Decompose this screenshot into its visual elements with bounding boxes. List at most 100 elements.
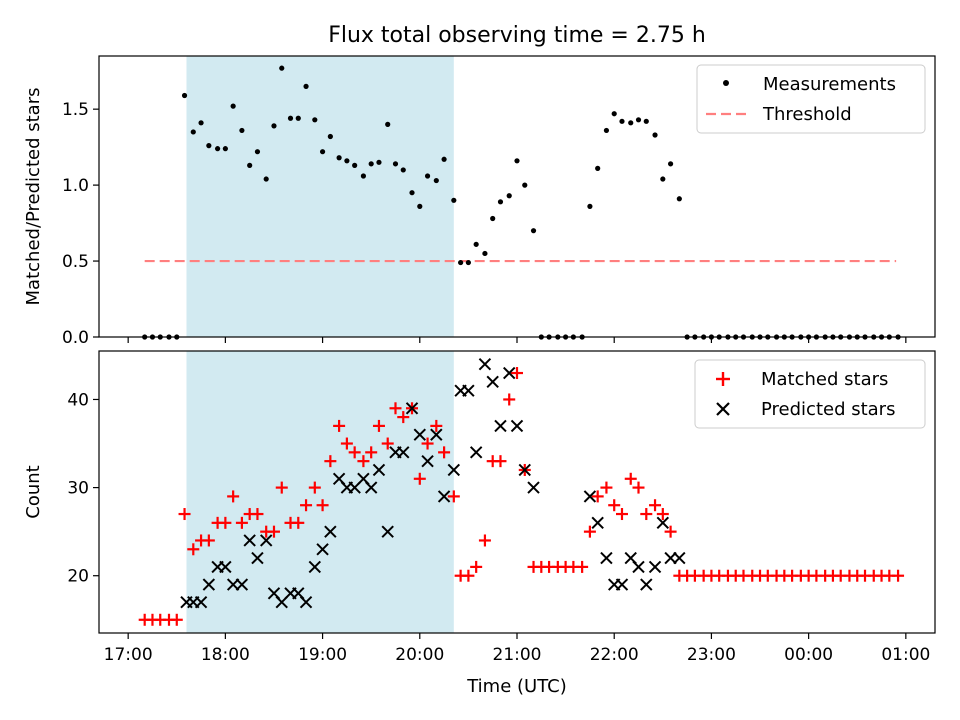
- measurement-point: [230, 103, 236, 109]
- bottom-shaded-span: [186, 351, 454, 633]
- measurement-point: [239, 127, 245, 134]
- measurement-point: [611, 111, 617, 117]
- matched-star-point: [892, 569, 905, 582]
- bottom-plot-frame: [98, 350, 936, 634]
- measurement-point: [676, 196, 682, 202]
- matched-star-point: [227, 490, 240, 503]
- predicted-star-point: [478, 358, 492, 371]
- matched-star-point: [357, 455, 370, 468]
- matched-star-point: [430, 419, 443, 432]
- measurement-point: [254, 149, 261, 155]
- matched-star-point: [235, 516, 248, 529]
- measurement-point: [336, 155, 342, 161]
- predicted-star-point: [510, 419, 524, 433]
- measurement-point: [628, 120, 634, 126]
- matched-star-point: [202, 534, 215, 547]
- measurement-point: [441, 156, 447, 162]
- chart-title: Flux total observing time = 2.75 h: [328, 23, 706, 48]
- top-y-tick-label: 0.5: [62, 252, 89, 272]
- measurement-point: [660, 176, 666, 182]
- measurement-point: [619, 118, 625, 124]
- matched-star-point: [300, 499, 313, 512]
- matched-star-point: [365, 446, 378, 459]
- matched-star-point: [470, 560, 483, 573]
- matched-star-point: [178, 508, 191, 521]
- predicted-star-point: [364, 481, 378, 494]
- top-legend: Measurements Threshold: [696, 64, 926, 134]
- matched-star-point: [583, 525, 596, 538]
- measurement-point: [635, 117, 642, 123]
- matched-star-point: [632, 481, 645, 494]
- predicted-star-point: [251, 551, 264, 565]
- predicted-star-point: [648, 560, 662, 574]
- matched-star-point: [275, 481, 288, 494]
- x-tick-label: 18:00: [201, 645, 250, 665]
- x-tick-label: 17:00: [104, 645, 153, 665]
- measurement-point: [652, 132, 658, 138]
- bottom-y-axis-label: Count: [23, 465, 44, 518]
- measurement-point: [587, 203, 593, 209]
- top-panel: 0.0 0.5 1.0 1.5 Matched/Predicted stars Mea…: [23, 55, 936, 348]
- legend-label-matched: Matched stars: [761, 369, 888, 390]
- x-axis-label: Time (UTC): [466, 676, 567, 697]
- matched-star-point: [267, 525, 280, 538]
- predicted-star-point: [405, 402, 419, 415]
- legend-marker-measurements: [723, 80, 729, 86]
- measurement-point: [295, 115, 301, 121]
- measurement-point: [433, 177, 439, 184]
- x-tick-label: 19:00: [298, 645, 347, 665]
- legend-label-measurements: Measurements: [763, 74, 896, 95]
- predicted-star-point: [600, 551, 613, 565]
- predicted-star-point: [656, 516, 670, 530]
- measurement-point: [247, 162, 253, 168]
- bottom-y-tick-label: 20: [67, 567, 89, 587]
- measurement-point: [222, 146, 228, 152]
- measurement-point: [667, 161, 674, 167]
- matched-star-point: [308, 481, 321, 494]
- predicted-star-point: [486, 375, 499, 389]
- matched-star-point: [478, 534, 491, 547]
- x-tick-label: 20:00: [395, 645, 444, 665]
- matched-star-point: [664, 525, 677, 538]
- predicted-star-point: [219, 560, 232, 574]
- matched-star-point: [608, 499, 621, 512]
- measurement-point: [206, 143, 212, 149]
- predicted-star-point: [308, 560, 322, 574]
- measurement-point: [595, 165, 601, 171]
- measurement-point: [181, 92, 188, 99]
- measurement-point: [352, 162, 358, 168]
- predicted-star-point: [324, 525, 337, 538]
- matched-star-point: [389, 402, 402, 415]
- measurement-point: [409, 190, 415, 196]
- bottom-panel: 20 30 40 17:00 18:00 19:00 20:00 21:00 22:00 23:…: [23, 350, 936, 697]
- bottom-y-tick-label: 30: [67, 479, 89, 499]
- predicted-star-point: [397, 446, 410, 459]
- predicted-star-point: [437, 490, 451, 503]
- measurement-point: [344, 158, 350, 164]
- matched-star-point: [292, 516, 305, 529]
- measurement-point: [376, 159, 382, 165]
- legend-label-predicted: Predicted stars: [761, 399, 895, 420]
- matched-star-point: [340, 437, 353, 450]
- bottom-y-tick-label: 40: [67, 390, 89, 410]
- bottom-legend: Matched stars Predicted stars: [694, 359, 926, 429]
- predicted-star-point: [202, 578, 216, 591]
- matched-star-point: [447, 490, 460, 503]
- predicted-star-point: [673, 551, 686, 565]
- top-y-tick-label: 1.0: [62, 176, 89, 196]
- predicted-star-point: [503, 366, 516, 380]
- measurement-point: [214, 146, 221, 152]
- predicted-star-point: [372, 463, 386, 477]
- predicted-star-point: [632, 560, 645, 574]
- measurement-point: [497, 199, 504, 205]
- measurement-point: [424, 173, 431, 179]
- measurement-point: [482, 250, 488, 257]
- matched-star-point: [381, 437, 394, 450]
- matched-star-point: [397, 411, 410, 424]
- x-tick-label: 01:00: [881, 645, 930, 665]
- top-y-tick-label: 0.0: [62, 328, 89, 348]
- predicted-star-point: [615, 578, 629, 591]
- predicted-star-point: [316, 543, 329, 556]
- predicted-star-point: [469, 446, 483, 459]
